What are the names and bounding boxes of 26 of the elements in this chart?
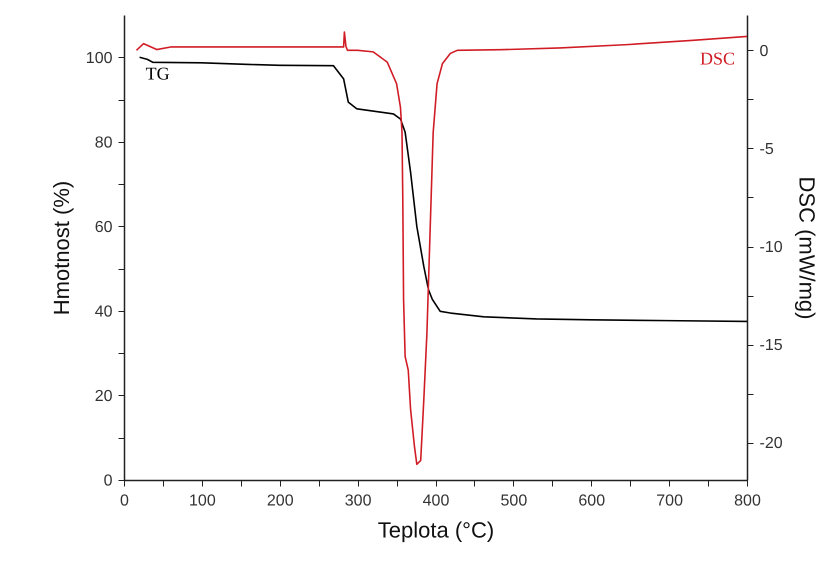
y-tick-label: 0	[104, 472, 113, 490]
y-tick-label: 40	[94, 303, 113, 320]
series-label: TG	[146, 63, 170, 84]
y-tick-label: 60	[94, 218, 113, 236]
x-tick-label: 500	[500, 492, 528, 510]
x-tick-label: 700	[656, 492, 684, 510]
x-tick-label: 100	[189, 492, 216, 510]
y-axis-title: Hmotnost (%)	[48, 180, 74, 316]
y-tick-label: 80	[94, 134, 113, 152]
y2-tick-label: -10	[760, 239, 783, 256]
x-axis-title: Teplota (°C)	[378, 518, 494, 542]
x-tick-label: 200	[266, 492, 294, 510]
x-tick-label: 300	[344, 492, 372, 510]
line-series	[136, 31, 747, 466]
y2-tick-label: -5	[760, 140, 774, 158]
y-tick-label: 100	[86, 50, 113, 67]
y2-tick-label: -20	[760, 435, 783, 452]
x-tick-label: 0	[120, 492, 130, 510]
x-tick-label: 400	[422, 492, 450, 510]
y2-tick-label: -15	[760, 337, 783, 354]
y2-axis-title: DSC (mW/mg)	[794, 176, 820, 320]
x-tick-label: 800	[734, 492, 761, 510]
y-tick-label: 20	[94, 388, 113, 405]
x-tick-label: 600	[578, 492, 606, 510]
series-label: DSC	[700, 48, 735, 68]
y2-tick-label: 0	[760, 42, 768, 60]
